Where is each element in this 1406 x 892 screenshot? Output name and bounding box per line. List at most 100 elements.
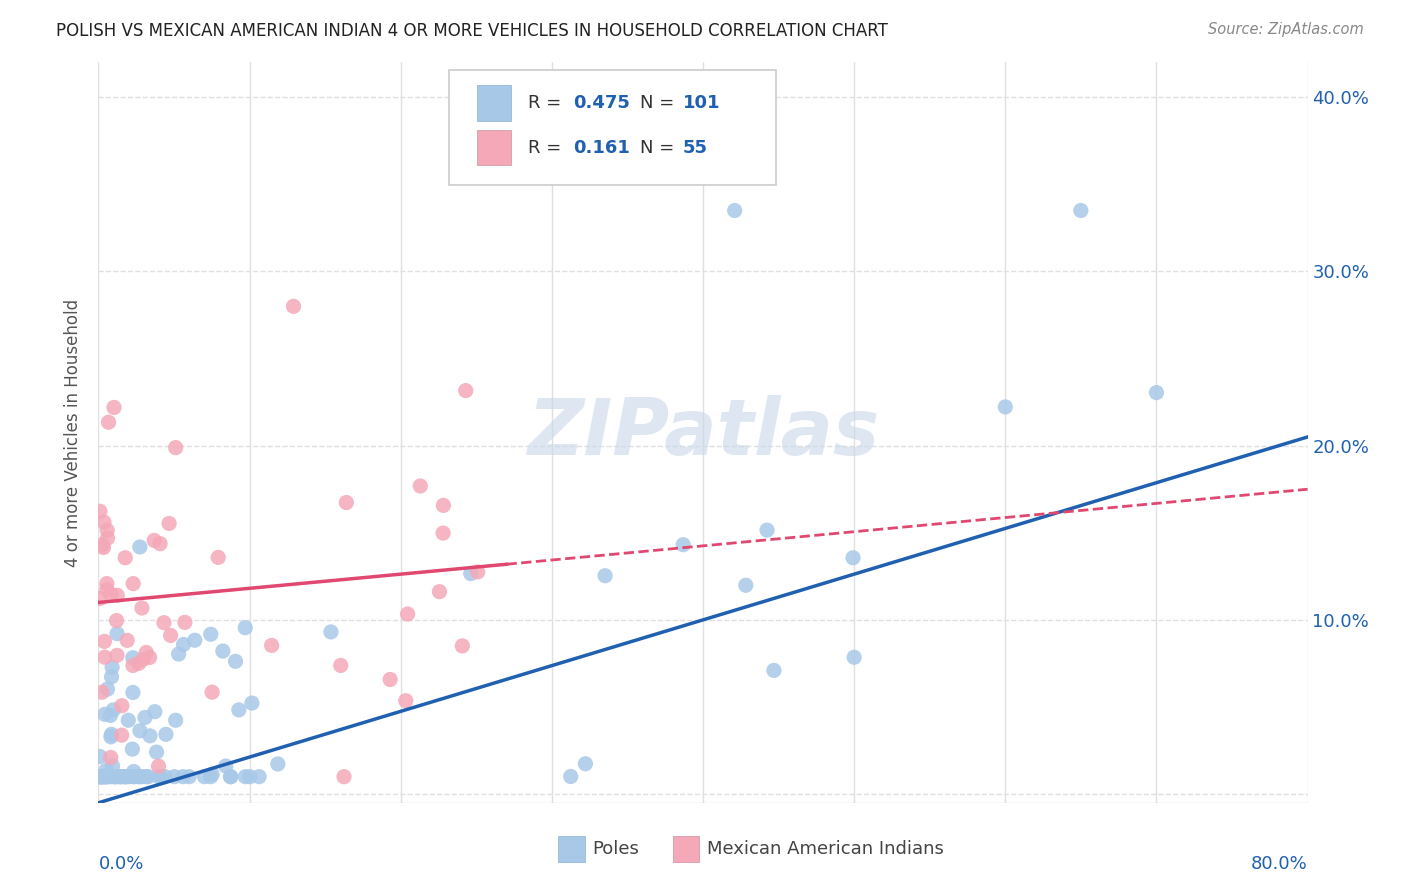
Point xyxy=(396,607,419,621)
Point xyxy=(100,750,122,764)
Point xyxy=(100,587,122,601)
Point xyxy=(235,770,257,784)
Point xyxy=(173,615,195,630)
Point xyxy=(96,582,118,597)
Point xyxy=(155,727,177,741)
Point xyxy=(148,770,170,784)
Point xyxy=(122,685,145,699)
Point xyxy=(135,770,157,784)
Point xyxy=(994,400,1017,414)
Point xyxy=(165,713,187,727)
Point xyxy=(842,550,865,565)
Point xyxy=(89,591,111,606)
Point xyxy=(136,770,159,784)
Point xyxy=(104,770,127,784)
Text: 55: 55 xyxy=(682,138,707,157)
Text: Poles: Poles xyxy=(592,839,638,858)
Point xyxy=(111,698,134,713)
Point xyxy=(163,770,186,784)
Point xyxy=(115,633,138,648)
Point xyxy=(129,723,152,738)
Point xyxy=(96,682,118,697)
Point xyxy=(233,621,256,635)
Point xyxy=(200,770,222,784)
Point xyxy=(93,650,115,665)
Point xyxy=(100,670,122,684)
Point xyxy=(112,770,135,784)
Point xyxy=(105,770,128,784)
Text: Source: ZipAtlas.com: Source: ZipAtlas.com xyxy=(1208,22,1364,37)
Point xyxy=(173,637,195,651)
Point xyxy=(132,652,155,666)
Point xyxy=(201,685,224,699)
Point xyxy=(127,770,149,784)
Point xyxy=(114,770,136,784)
Point xyxy=(122,770,145,784)
Point xyxy=(454,384,477,398)
Point xyxy=(467,565,489,579)
Point xyxy=(157,516,180,531)
Point xyxy=(90,770,112,784)
Point xyxy=(153,770,176,784)
Point xyxy=(105,588,128,602)
Point xyxy=(131,601,153,615)
Point xyxy=(89,770,111,784)
Point xyxy=(149,770,172,784)
Point xyxy=(138,650,160,665)
Point xyxy=(844,650,866,665)
Point xyxy=(159,628,181,642)
Point xyxy=(219,770,242,784)
Point xyxy=(429,584,451,599)
Point xyxy=(101,759,124,773)
Point xyxy=(117,713,139,727)
Point xyxy=(212,644,235,658)
Point xyxy=(96,524,118,538)
Point xyxy=(228,703,250,717)
Point xyxy=(111,728,134,742)
Point xyxy=(247,770,270,784)
Text: 0.0%: 0.0% xyxy=(98,855,143,872)
Point xyxy=(756,523,779,537)
Point xyxy=(96,576,118,591)
Point xyxy=(283,299,305,313)
Text: N =: N = xyxy=(640,138,681,157)
Point xyxy=(560,770,582,784)
Point xyxy=(167,647,190,661)
Point xyxy=(96,531,118,545)
Point xyxy=(118,770,141,784)
Point xyxy=(115,770,138,784)
Point xyxy=(89,504,111,518)
Point xyxy=(1144,385,1167,400)
Point xyxy=(139,729,162,743)
Point xyxy=(90,770,112,784)
Point xyxy=(143,533,166,548)
Point xyxy=(672,538,695,552)
Point xyxy=(122,658,145,673)
Point xyxy=(94,770,117,784)
Point xyxy=(96,770,118,784)
Point xyxy=(89,749,111,764)
Point xyxy=(149,537,172,551)
Point xyxy=(103,703,125,717)
Point xyxy=(378,673,401,687)
Point xyxy=(93,770,115,784)
Point xyxy=(121,742,143,756)
Point xyxy=(620,169,643,183)
Text: 101: 101 xyxy=(682,95,720,112)
Text: 0.161: 0.161 xyxy=(574,138,630,157)
Point xyxy=(115,770,138,784)
FancyBboxPatch shape xyxy=(477,130,510,165)
Point xyxy=(114,550,136,565)
Point xyxy=(121,650,143,665)
Point xyxy=(333,770,356,784)
Point xyxy=(395,694,418,708)
FancyBboxPatch shape xyxy=(558,836,585,862)
Point xyxy=(153,615,176,630)
Point xyxy=(207,550,229,565)
Point xyxy=(260,639,283,653)
Point xyxy=(89,770,111,784)
Point xyxy=(134,710,156,724)
Point xyxy=(724,203,747,218)
Text: POLISH VS MEXICAN AMERICAN INDIAN 4 OR MORE VEHICLES IN HOUSEHOLD CORRELATION CH: POLISH VS MEXICAN AMERICAN INDIAN 4 OR M… xyxy=(56,22,889,40)
Point xyxy=(105,648,128,663)
